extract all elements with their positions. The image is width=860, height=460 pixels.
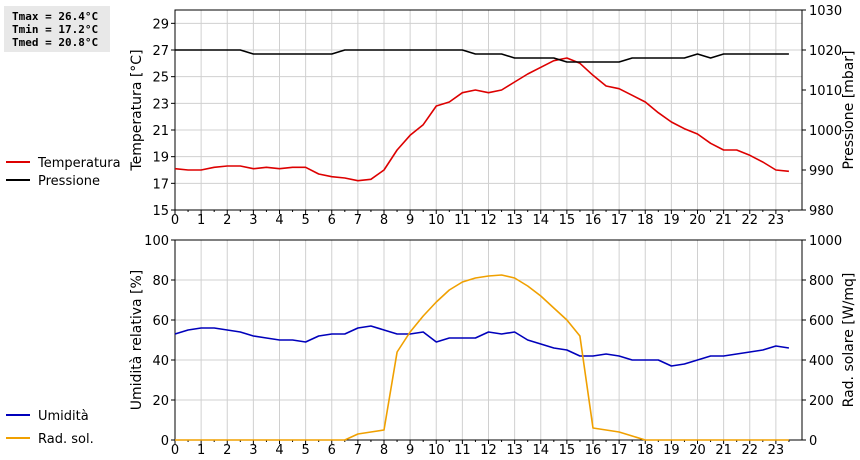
y-right-tick-label: 1000 bbox=[809, 234, 842, 249]
y-right-tick-label: 0 bbox=[809, 434, 817, 449]
x-tick-label: 21 bbox=[715, 443, 732, 458]
y-right-tick-label: 1030 bbox=[809, 4, 842, 19]
x-tick-label: 18 bbox=[637, 213, 654, 228]
x-tick-label: 2 bbox=[223, 213, 231, 228]
y-right-tick-label: 1000 bbox=[809, 124, 842, 139]
y-left-tick-label: 15 bbox=[152, 204, 169, 219]
y-right-axis-label: Rad. solare [W/mq] bbox=[841, 273, 857, 408]
y-left-tick-label: 29 bbox=[152, 17, 169, 32]
x-tick-label: 0 bbox=[171, 213, 179, 228]
x-tick-label: 21 bbox=[715, 213, 732, 228]
series-line bbox=[174, 325, 790, 367]
x-tick-label: 1 bbox=[197, 213, 205, 228]
y-left-tick-label: 27 bbox=[152, 44, 169, 59]
x-tick-label: 16 bbox=[585, 443, 602, 458]
legend-label: Temperatura bbox=[37, 156, 121, 171]
stats-tmed: Tmed = 20.8°C bbox=[12, 36, 99, 49]
x-tick-label: 9 bbox=[406, 443, 414, 458]
x-tick-label: 1 bbox=[197, 443, 205, 458]
x-tick-label: 12 bbox=[480, 443, 497, 458]
x-tick-label: 7 bbox=[354, 213, 362, 228]
x-tick-label: 11 bbox=[454, 443, 471, 458]
x-tick-label: 10 bbox=[428, 443, 445, 458]
plot-frame bbox=[174, 239, 803, 441]
y-left-tick-label: 21 bbox=[152, 124, 169, 139]
y-right-tick-label: 1010 bbox=[809, 84, 842, 99]
y-left-tick-label: 100 bbox=[144, 234, 169, 249]
plot-frame bbox=[174, 9, 803, 211]
y-left-tick-label: 17 bbox=[152, 177, 169, 192]
x-tick-label: 20 bbox=[689, 213, 706, 228]
y-left-tick-label: 0 bbox=[161, 434, 169, 449]
y-left-tick-label: 20 bbox=[152, 394, 169, 409]
y-right-axis-label: Pressione [mbar] bbox=[841, 50, 857, 169]
legend-label: Pressione bbox=[38, 174, 100, 189]
stats-box: Tmax = 26.4°C Tmin = 17.2°C Tmed = 20.8°… bbox=[4, 6, 110, 52]
x-tick-label: 9 bbox=[406, 213, 414, 228]
x-tick-label: 6 bbox=[328, 213, 336, 228]
x-tick-label: 20 bbox=[689, 443, 706, 458]
y-right-tick-label: 400 bbox=[809, 354, 834, 369]
x-tick-label: 13 bbox=[506, 443, 523, 458]
x-tick-label: 15 bbox=[559, 443, 576, 458]
x-tick-label: 2 bbox=[223, 443, 231, 458]
series-line bbox=[174, 57, 789, 182]
y-right-tick-label: 980 bbox=[809, 204, 834, 219]
x-tick-label: 17 bbox=[611, 213, 628, 228]
x-tick-label: 22 bbox=[741, 213, 758, 228]
x-tick-label: 8 bbox=[380, 443, 388, 458]
x-tick-label: 6 bbox=[328, 443, 336, 458]
x-tick-label: 11 bbox=[454, 213, 471, 228]
x-tick-label: 7 bbox=[354, 443, 362, 458]
y-right-tick-label: 1020 bbox=[809, 44, 842, 59]
x-tick-label: 4 bbox=[275, 443, 283, 458]
x-tick-label: 15 bbox=[559, 213, 576, 228]
y-left-tick-label: 80 bbox=[152, 274, 169, 289]
x-tick-label: 23 bbox=[768, 443, 785, 458]
x-tick-label: 4 bbox=[275, 213, 283, 228]
x-tick-label: 3 bbox=[249, 443, 257, 458]
y-left-tick-label: 19 bbox=[152, 151, 169, 166]
y-right-tick-label: 990 bbox=[809, 164, 834, 179]
stats-tmax: Tmax = 26.4°C bbox=[12, 10, 99, 23]
x-tick-label: 12 bbox=[480, 213, 497, 228]
y-left-tick-label: 40 bbox=[152, 354, 169, 369]
x-tick-label: 0 bbox=[171, 443, 179, 458]
x-tick-label: 10 bbox=[428, 213, 445, 228]
x-tick-label: 14 bbox=[532, 213, 549, 228]
x-tick-label: 5 bbox=[301, 213, 309, 228]
y-left-tick-label: 25 bbox=[152, 71, 169, 86]
x-tick-label: 19 bbox=[663, 443, 680, 458]
x-tick-label: 19 bbox=[663, 213, 680, 228]
x-tick-label: 22 bbox=[741, 443, 758, 458]
series-line bbox=[175, 274, 789, 441]
y-left-tick-label: 23 bbox=[152, 97, 169, 112]
y-right-tick-label: 800 bbox=[809, 274, 834, 289]
y-right-tick-label: 600 bbox=[809, 314, 834, 329]
y-left-tick-label: 60 bbox=[152, 314, 169, 329]
x-tick-label: 3 bbox=[249, 213, 257, 228]
legend-label: Umidità bbox=[38, 409, 89, 424]
x-tick-label: 18 bbox=[637, 443, 654, 458]
y-left-axis-label: Umidità relativa [%] bbox=[129, 270, 145, 411]
stats-tmin: Tmin = 17.2°C bbox=[12, 23, 99, 36]
x-tick-label: 17 bbox=[611, 443, 628, 458]
y-right-tick-label: 200 bbox=[809, 394, 834, 409]
x-tick-label: 5 bbox=[301, 443, 309, 458]
x-tick-label: 13 bbox=[506, 213, 523, 228]
series-line bbox=[175, 49, 789, 63]
legend-label: Rad. sol. bbox=[38, 432, 94, 447]
x-tick-label: 8 bbox=[380, 213, 388, 228]
x-tick-label: 14 bbox=[532, 443, 549, 458]
x-tick-label: 16 bbox=[585, 213, 602, 228]
x-tick-label: 23 bbox=[768, 213, 785, 228]
y-left-axis-label: Temperatura [°C] bbox=[129, 49, 145, 171]
